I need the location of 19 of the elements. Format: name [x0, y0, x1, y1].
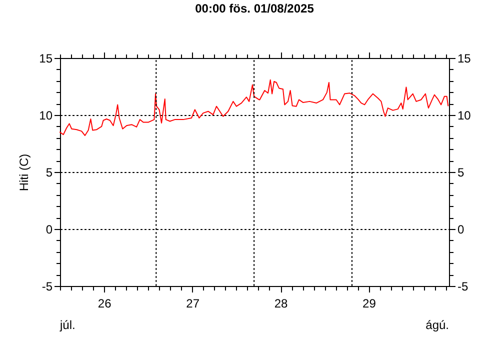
- y-tick-label: -5: [42, 280, 53, 294]
- x-tick-label: 27: [186, 296, 200, 310]
- y2-tick-label: 5: [458, 166, 464, 180]
- y-tick-label: 5: [46, 166, 53, 180]
- y2-tick-label: 10: [458, 108, 472, 122]
- y2-tick-label: 0: [458, 222, 464, 236]
- line-series: [60, 79, 449, 136]
- x-tick-label: 26: [98, 296, 112, 310]
- text: júl.: [59, 318, 76, 332]
- y-tick-label: 0: [46, 222, 53, 236]
- y-tick-label: 10: [39, 108, 53, 122]
- text: ágú.: [426, 318, 449, 332]
- y-axis-title: Hiti (C): [17, 154, 32, 192]
- chart-title: 00:00 fös. 01/08/2025: [195, 2, 314, 16]
- x-tick-label: 28: [274, 296, 288, 310]
- y2-tick-label: 15: [458, 52, 472, 66]
- x-tick-label: 29: [362, 296, 376, 310]
- y2-tick-label: -5: [458, 280, 468, 294]
- y-tick-label: 15: [39, 52, 53, 66]
